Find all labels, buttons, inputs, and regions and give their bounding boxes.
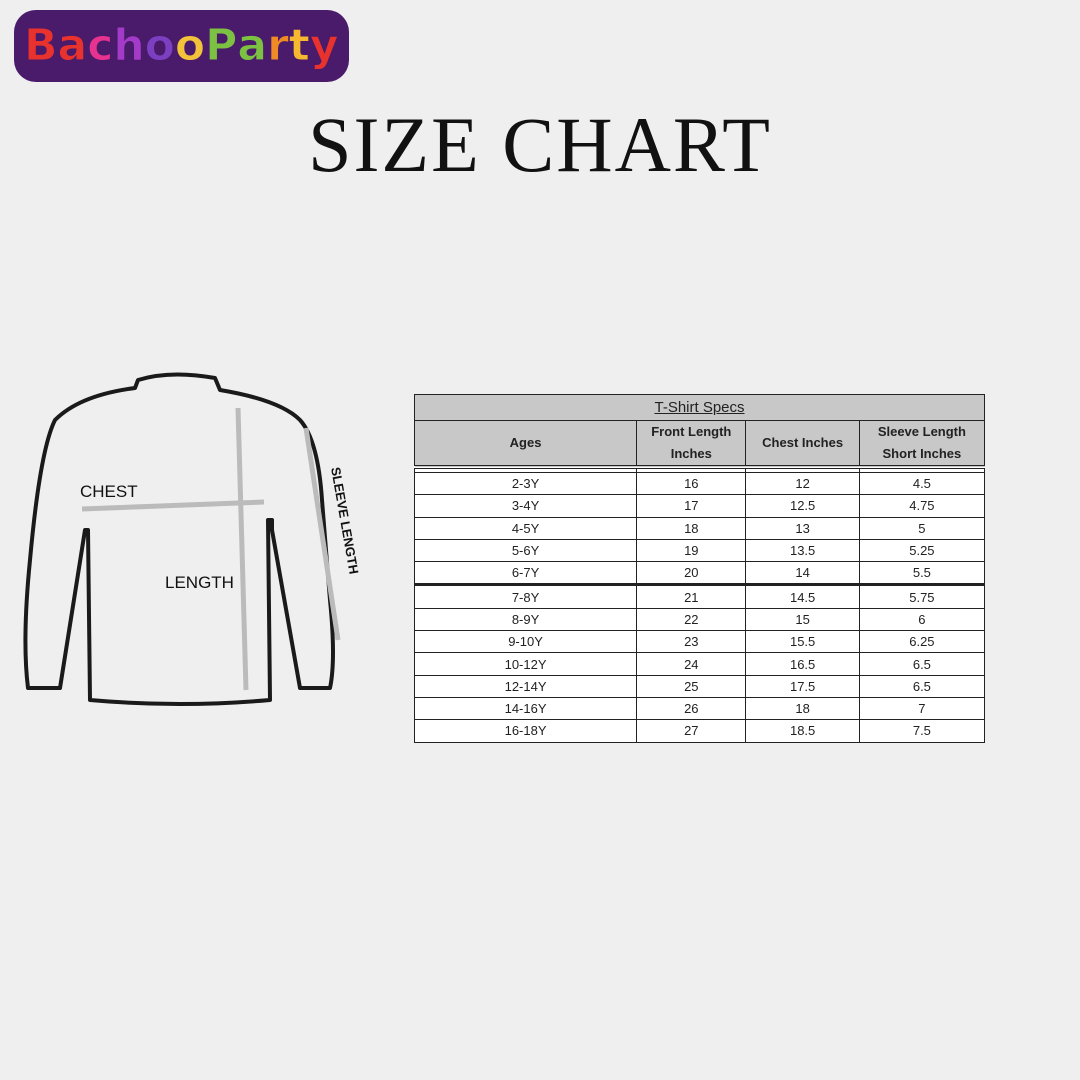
table-cell: 6.5 — [858, 652, 986, 676]
table-cell: 3-4Y — [413, 494, 638, 518]
table-cell: 7.5 — [858, 719, 986, 743]
table-cell: 6 — [858, 607, 986, 632]
table-cell: 8-9Y — [413, 607, 638, 632]
length-measure-line — [235, 407, 249, 691]
table-row: 14-16Y 26 18 7 — [413, 696, 986, 721]
table-cell: 27 — [636, 719, 747, 743]
column-header-line: Ages — [509, 435, 542, 450]
chest-label: CHEST — [80, 482, 138, 501]
column-header: Front Length Inches — [636, 420, 747, 469]
table-cell: 18.5 — [745, 719, 860, 743]
logo-letter: a — [57, 20, 88, 71]
table-cell: 4-5Y — [413, 516, 638, 540]
sleeve-measure-line — [303, 427, 341, 641]
table-row: 8-9Y 22 15 6 — [413, 607, 986, 632]
table-cell: 7-8Y — [413, 584, 638, 609]
table-cell: 25 — [636, 674, 747, 698]
shirt-diagram: CHEST LENGTH SLEEVE LENGTH — [23, 372, 362, 706]
chest-measure-line — [81, 499, 265, 512]
table-cell: 18 — [745, 696, 860, 721]
table-row: 6-7Y 20 14 5.5 — [413, 561, 986, 586]
logo-letter: B — [24, 20, 59, 71]
table-cell: 14 — [745, 561, 860, 586]
table-caption: T-Shirt Specs — [414, 394, 985, 421]
shirt-outline — [23, 372, 335, 706]
table-row: 16-18Y 27 18.5 7.5 — [413, 719, 986, 743]
table-cell: 12 — [745, 471, 860, 496]
table-row: 4-5Y 18 13 5 — [413, 516, 986, 540]
table-cell: 14.5 — [745, 584, 860, 609]
table-cell: 2-3Y — [413, 471, 638, 496]
table-cell: 12.5 — [745, 494, 860, 518]
table-cell: 12-14Y — [413, 674, 638, 698]
column-header-line: Short Inches — [882, 446, 962, 461]
table-cell: 16 — [636, 471, 747, 496]
table-cell: 6.25 — [858, 630, 986, 654]
table-cell: 21 — [636, 584, 747, 609]
table-cell: 15 — [745, 607, 860, 632]
table-row: 10-12Y 24 16.5 6.5 — [413, 652, 986, 676]
table-cell: 15.5 — [745, 630, 860, 654]
column-header: Ages — [413, 420, 638, 469]
logo-letter: h — [113, 20, 145, 71]
logo-letter: y — [309, 20, 339, 71]
size-table: T-Shirt Specs Ages Front Length Inches Ches… — [413, 394, 986, 743]
column-header-line: Sleeve Length — [877, 424, 966, 439]
length-label: LENGTH — [165, 573, 234, 592]
table-cell: 19 — [636, 538, 747, 563]
table-cell: 17.5 — [745, 674, 860, 698]
column-header: Chest Inches — [745, 420, 860, 469]
table-cell: 6-7Y — [413, 561, 638, 586]
table-cell: 18 — [636, 516, 747, 540]
column-header-line: Chest Inches — [762, 435, 844, 450]
sleeve-length-label: SLEEVE LENGTH — [328, 466, 362, 575]
column-header: Sleeve Length Short Inches — [858, 420, 986, 469]
table-row: 12-14Y 25 17.5 6.5 — [413, 674, 986, 698]
table-row: 5-6Y 19 13.5 5.25 — [413, 538, 986, 563]
table-cell: 13 — [745, 516, 860, 540]
table-cell: 5 — [858, 516, 986, 540]
logo-letter: P — [205, 20, 238, 71]
table-cell: 9-10Y — [413, 630, 638, 654]
table-cell: 16-18Y — [413, 719, 638, 743]
table-cell: 5.75 — [858, 584, 986, 609]
table-cell: 5.5 — [858, 561, 986, 586]
table-cell: 26 — [636, 696, 747, 721]
logo-letter: o — [144, 20, 175, 71]
logo-letter: a — [237, 20, 268, 71]
table-cell: 4.5 — [858, 471, 986, 496]
table-row: 9-10Y 23 15.5 6.25 — [413, 630, 986, 654]
table-cell: 10-12Y — [413, 652, 638, 676]
table-cell: 20 — [636, 561, 747, 586]
logo-letter: r — [267, 20, 290, 71]
table-row: 2-3Y 16 12 4.5 — [413, 471, 986, 496]
table-cell: 16.5 — [745, 652, 860, 676]
page-title: SIZE CHART — [308, 101, 772, 188]
table-row: 7-8Y 21 14.5 5.75 — [413, 584, 986, 609]
table-cell: 17 — [636, 494, 747, 518]
table-cell: 14-16Y — [413, 696, 638, 721]
column-header-line: Front Length — [651, 424, 732, 439]
table-cell: 23 — [636, 630, 747, 654]
column-header-line: Inches — [670, 446, 712, 461]
table-cell: 24 — [636, 652, 747, 676]
logo-letter: t — [288, 20, 310, 71]
table-cell: 5-6Y — [413, 538, 638, 563]
table-cell: 5.25 — [858, 538, 986, 563]
table-cell: 13.5 — [745, 538, 860, 563]
logo-letter: c — [87, 20, 114, 71]
table-row: 3-4Y 17 12.5 4.75 — [413, 494, 986, 518]
table-cell: 22 — [636, 607, 747, 632]
table-cell: 4.75 — [858, 494, 986, 518]
table-cell: 6.5 — [858, 674, 986, 698]
logo-letter: o — [174, 20, 206, 71]
table-cell: 7 — [858, 696, 986, 721]
